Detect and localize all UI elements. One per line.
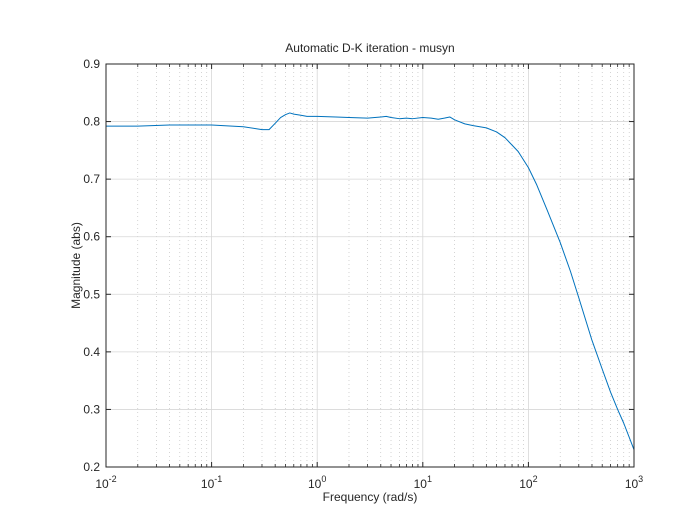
y-tick-label: 0.5 [83, 287, 100, 301]
x-tick-label-base: 10 [625, 477, 639, 491]
y-tick-label: 0.6 [83, 230, 100, 244]
y-tick-label: 0.9 [83, 57, 100, 71]
x-tick-label-exponent: 2 [533, 474, 538, 484]
x-tick-label-exponent: 3 [638, 474, 643, 484]
x-tick-label-exponent: 1 [427, 474, 432, 484]
x-tick-label: 101 [414, 474, 432, 491]
x-tick-label-base: 10 [414, 477, 428, 491]
axes-box [105, 63, 635, 468]
x-tick-label-base: 10 [201, 477, 215, 491]
x-tick-label-base: 10 [519, 477, 533, 491]
plot-area [106, 64, 634, 467]
x-axis-label: Frequency (rad/s) [323, 490, 418, 504]
x-tick-label: 103 [625, 474, 643, 491]
y-tick-label: 0.4 [83, 345, 100, 359]
x-tick-label: 100 [308, 474, 326, 491]
x-tick-label: 10-2 [95, 474, 116, 491]
chart-title: Automatic D-K iteration - musyn [285, 41, 454, 55]
y-tick-labels: 0.2 0.3 0.4 0.5 0.6 0.7 0.8 0.9 [83, 57, 100, 474]
axis-ticks [105, 63, 635, 468]
grid-lines [106, 64, 634, 467]
x-tick-label-exponent: -2 [109, 474, 117, 484]
x-tick-label-base: 10 [308, 477, 322, 491]
series-line [106, 112, 635, 450]
y-axis-label: Magnitude (abs) [69, 222, 83, 309]
x-tick-label-exponent: 0 [321, 474, 326, 484]
x-tick-label: 102 [519, 474, 537, 491]
x-tick-labels: 10-2 10-1 100 101 102 103 [95, 474, 643, 491]
y-tick-label: 0.3 [83, 402, 100, 416]
y-tick-label: 0.2 [83, 460, 100, 474]
x-tick-label-exponent: -1 [214, 474, 222, 484]
x-tick-label: 10-1 [201, 474, 222, 491]
y-tick-label: 0.8 [83, 115, 100, 129]
y-tick-label: 0.7 [83, 172, 100, 186]
x-tick-label-base: 10 [95, 477, 109, 491]
